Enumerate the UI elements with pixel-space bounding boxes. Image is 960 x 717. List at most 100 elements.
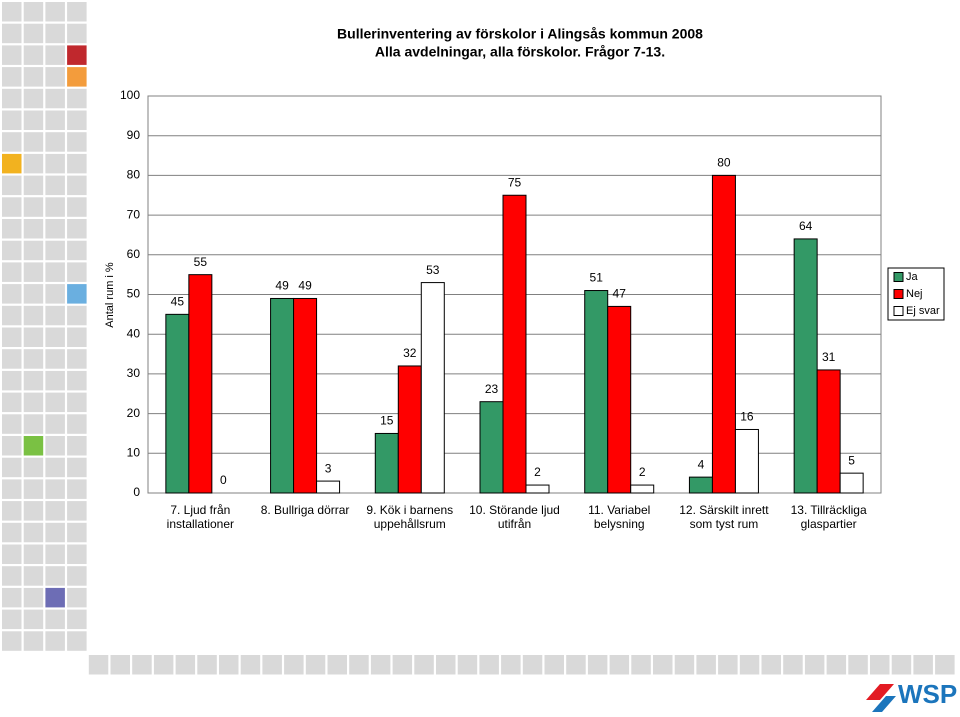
bg-tile [804,655,825,675]
x-tick-label: 13. Tillräckliga glaspartier [790,503,867,531]
y-tick-label: 10 [127,445,141,459]
legend-swatch [893,272,904,282]
bar [607,305,632,494]
bar [188,274,213,494]
data-label: 53 [426,263,440,277]
bg-tile [544,655,564,675]
bg-tile [45,392,65,413]
bg-tile [45,349,65,369]
bar [479,401,504,494]
bg-tile [67,370,87,391]
bg-tile [67,544,87,564]
bg-tile [674,655,695,675]
bg-tile [67,522,87,543]
y-tick-label: 70 [127,207,141,221]
bg-tile [67,67,87,87]
bar [688,476,713,494]
x-tick-label: 7. Ljud från installationer [166,503,235,531]
bg-tile [67,197,87,217]
bg-tile [45,479,65,499]
data-label: 15 [380,414,394,428]
bg-tile [67,219,87,239]
data-label: 47 [613,287,627,301]
bg-tile [891,655,912,675]
y-tick-label: 100 [120,88,140,102]
bg-tile [45,305,65,326]
bg-tile [67,327,87,347]
bg-tile [23,609,44,630]
bg-tile [45,240,65,261]
bg-tile [67,110,87,130]
bar [816,369,841,494]
legend-label: Ej svar [906,305,940,317]
bg-tile [67,153,87,174]
bg-tile [2,479,22,499]
chart-title: Bullerinventering av förskolor i Alingså… [337,26,703,42]
bg-tile [23,262,44,282]
bg-tile [23,349,44,369]
bg-tile [132,655,152,675]
bg-tile [23,501,44,521]
bar [711,174,736,494]
bg-tile [2,522,22,543]
bg-tile [2,457,22,478]
y-tick-label: 80 [127,168,141,182]
bg-tile [262,655,282,675]
bg-tile [2,566,22,586]
data-label: 49 [298,279,312,293]
bg-tile [2,501,22,521]
bg-tile [45,23,65,44]
data-label: 0 [220,473,227,487]
logo: WSP [866,679,957,712]
bg-tile [67,284,87,304]
bg-tile [219,655,239,675]
bar [397,365,422,494]
bg-tile [67,392,87,413]
bg-tile [2,609,22,630]
bg-tile [392,655,413,675]
bar [839,472,864,494]
logo-mark [866,684,894,700]
bg-tile [23,566,44,586]
bg-tile [45,631,65,651]
bg-tile [67,436,87,456]
bar [502,194,527,494]
bg-tile [23,370,44,391]
logo-text: WSP [898,679,957,709]
data-label: 51 [590,271,604,285]
bar [165,313,190,494]
data-label: 16 [740,410,754,424]
bg-tile [23,522,44,543]
bg-tile [305,655,326,675]
bg-tile [67,349,87,369]
bg-tile [23,631,44,651]
data-label: 64 [799,219,813,233]
bg-tile [45,262,65,282]
legend-label: Ja [906,271,919,283]
bg-tile [23,240,44,261]
bg-tile [327,655,347,675]
bg-tile [23,67,44,87]
bg-tile [67,2,87,22]
bg-tile [67,132,87,152]
bg-tile [67,175,87,196]
bg-tile [23,414,44,434]
bg-tile [2,587,22,608]
bg-tile [501,655,521,675]
bg-tile [67,23,87,44]
bg-tile [67,501,87,521]
data-label: 3 [325,461,332,475]
bg-tile [2,392,22,413]
bg-tile [2,132,22,152]
bg-tile [67,240,87,261]
bg-tile [2,262,22,282]
bg-tile [67,457,87,478]
y-axis-title: Antal rum i % [104,262,116,328]
bg-tile [45,544,65,564]
data-label: 2 [534,465,541,479]
bg-tile [23,284,44,304]
bg-tile [718,655,738,675]
data-label: 55 [194,255,208,269]
